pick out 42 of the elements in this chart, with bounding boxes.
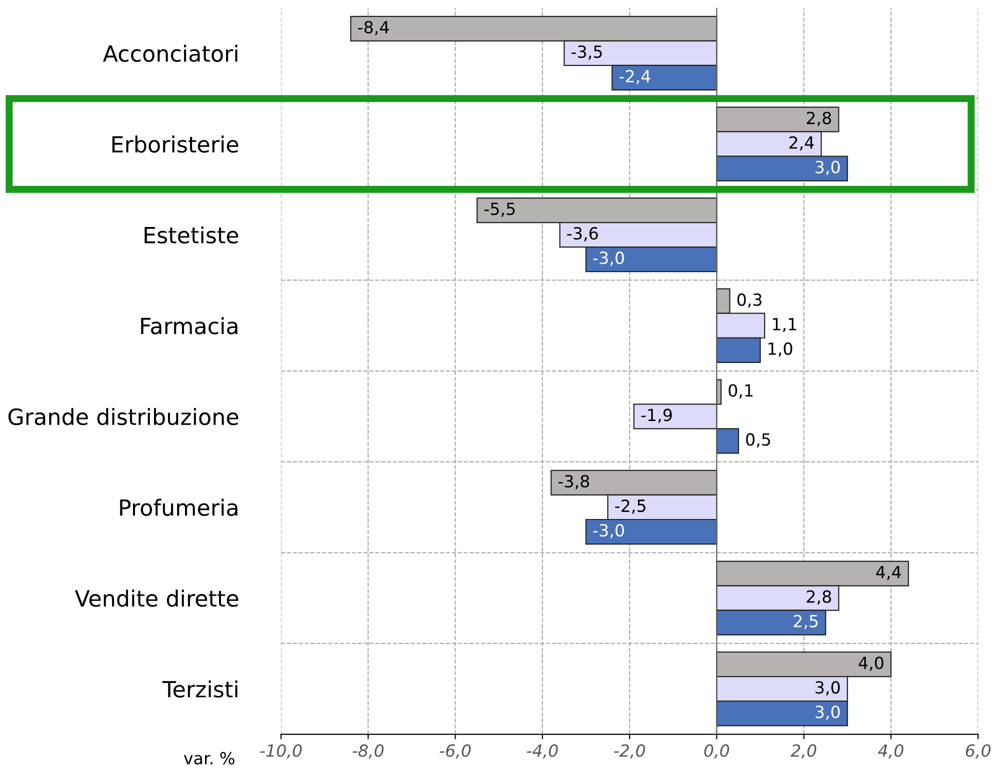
x-tick-label: 0,0 [704,744,730,759]
data-label: 3,0 [816,160,840,176]
data-label: 0,1 [728,384,753,398]
data-label: 3,0 [816,706,840,720]
data-label: 4,4 [876,566,901,580]
y-tick-label: Terzisti [162,680,238,698]
x-tick-label: -6,0 [440,744,471,759]
data-label: 1,1 [772,318,796,332]
data-label: 2,8 [806,590,832,605]
y-tick-label: Vendite dirette [74,590,238,607]
data-label: 0,3 [737,293,762,308]
data-label: -3,8 [558,474,590,490]
data-label: -5,5 [484,202,515,217]
data-label: -8,4 [358,20,389,36]
x-tick-label: -2,0 [614,744,645,759]
data-label: 0,5 [746,433,770,448]
x-tick-label: -10,0 [260,744,302,759]
data-label: -3,6 [567,227,598,242]
data-label: -2,4 [619,70,650,84]
x-tick-label: 4,0 [878,744,904,759]
data-label: 4,0 [858,656,884,671]
data-label: 2,5 [794,614,818,630]
y-tick-label: Grande distribuzione [8,408,238,426]
data-label: 2,8 [806,112,832,126]
x-tick-label: -4,0 [526,744,558,759]
data-label: -3,5 [572,45,602,60]
x-tick-label: -8,0 [352,744,384,759]
y-tick-label: Profumeria [120,498,238,516]
data-label: -1,9 [641,408,672,423]
data-label: -2,5 [615,499,646,514]
y-tick-label: Farmacia [141,317,238,334]
y-tick-label: Erboristerie [112,136,238,153]
x-tick-label: 2,0 [790,744,816,759]
x-tick-label: 6,0 [966,744,991,759]
data-label: -3,0 [593,252,624,266]
data-label: 1,0 [768,342,792,357]
y-tick-label: Acconciatori [102,44,238,62]
x-axis-title: var. % [184,752,234,765]
data-label: 2,4 [789,136,814,151]
y-tick-label: Estetiste [144,226,238,244]
data-label: 3,0 [816,681,840,696]
data-label: -3,0 [593,524,624,538]
